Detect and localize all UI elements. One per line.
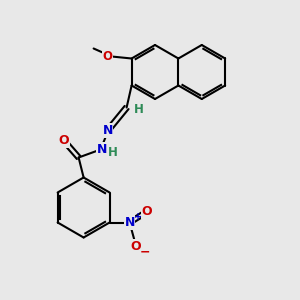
Text: O: O	[141, 205, 152, 218]
Text: N: N	[124, 216, 135, 229]
Text: N: N	[96, 143, 107, 156]
Text: H: H	[108, 146, 118, 159]
Text: −: −	[139, 246, 150, 259]
Text: H: H	[134, 103, 144, 116]
Text: N: N	[102, 124, 113, 137]
Text: O: O	[58, 134, 69, 147]
Text: O: O	[103, 50, 112, 63]
Text: +: +	[134, 212, 142, 221]
Text: O: O	[130, 240, 141, 253]
